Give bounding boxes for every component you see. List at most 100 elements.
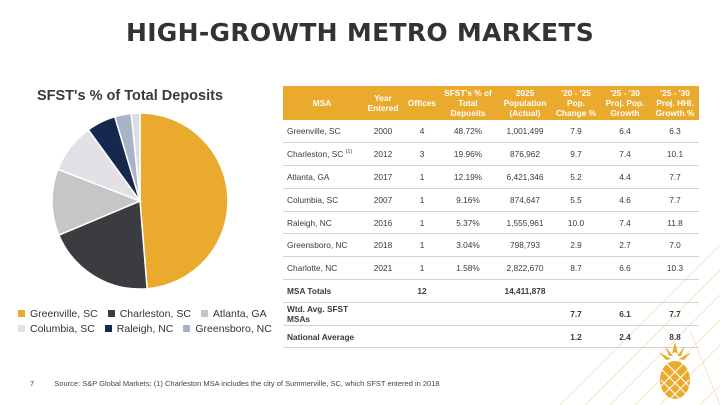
header-pop-change: '20 - '25 Pop. Change % bbox=[553, 86, 599, 120]
legend-swatch bbox=[183, 325, 191, 332]
cell-chg: 5.2 bbox=[553, 165, 599, 189]
cell-hhi: 7.7 bbox=[651, 188, 699, 212]
cell-pct: 3.04% bbox=[439, 233, 497, 258]
cell-pct: 48.72% bbox=[439, 120, 497, 144]
cell-hhi-text: 7.7 bbox=[669, 308, 681, 319]
cell-year: 2000 bbox=[361, 120, 405, 144]
cell-hhi: 7.7 bbox=[651, 302, 699, 326]
cell-proj bbox=[599, 279, 651, 303]
cell-pct bbox=[439, 325, 497, 349]
legend-swatch bbox=[107, 310, 115, 317]
cell-year: 2007 bbox=[361, 188, 405, 212]
cell-msa-text: National Average bbox=[287, 331, 355, 342]
cell-offices: 3 bbox=[405, 142, 439, 167]
cell-proj-text: 4.4 bbox=[619, 171, 631, 182]
cell-offices: 1 bbox=[405, 165, 439, 189]
cell-proj: 7.4 bbox=[599, 142, 651, 167]
cell-chg-text: 2.9 bbox=[570, 240, 582, 251]
cell-pop bbox=[497, 302, 553, 326]
legend-label: Charleston, SC bbox=[119, 307, 191, 320]
cell-msa-text: Greenville, SC bbox=[287, 126, 341, 137]
cell-msa-text: MSA Totals bbox=[287, 285, 332, 296]
legend-item: Greenville, SC bbox=[18, 308, 98, 320]
cell-pct-text: 9.16% bbox=[456, 194, 480, 205]
cell-offices-text: 1 bbox=[419, 240, 425, 251]
cell-msa: Charleston, SC (1) bbox=[283, 142, 361, 167]
cell-pop-text: 874,647 bbox=[510, 194, 540, 205]
cell-pop: 6,421,346 bbox=[497, 165, 553, 189]
header-offices: Offices bbox=[405, 86, 439, 120]
cell-pop: 1,001,499 bbox=[497, 120, 553, 144]
legend-label: Columbia, SC bbox=[30, 322, 95, 335]
cell-pct-text: 3.04% bbox=[456, 240, 480, 251]
legend-label: Greensboro, NC bbox=[195, 322, 272, 335]
cell-hhi-text: 10.1 bbox=[666, 149, 684, 160]
cell-offices-text: 12 bbox=[417, 285, 427, 296]
header-year-entered: Year Entered bbox=[361, 86, 405, 120]
cell-offices: 1 bbox=[405, 211, 439, 235]
cell-year-text: 2018 bbox=[373, 240, 393, 251]
cell-msa: Columbia, SC bbox=[283, 188, 361, 212]
page-number: 7 bbox=[30, 379, 35, 388]
cell-offices-text: 4 bbox=[419, 126, 425, 137]
cell-chg: 1.2 bbox=[553, 325, 599, 349]
cell-msa: Greenville, SC bbox=[283, 120, 361, 144]
pie-slice-charleston-sc bbox=[57, 199, 148, 290]
header-proj-pop-growth: '25 - '30 Proj. Pop. Growth bbox=[599, 86, 651, 120]
cell-hhi: 10.3 bbox=[651, 256, 699, 281]
cell-proj-text: 7.4 bbox=[619, 217, 631, 228]
cell-chg: 7.7 bbox=[553, 302, 599, 326]
cell-hhi-text: 8.8 bbox=[669, 331, 681, 342]
footnote-marker: (1) bbox=[345, 149, 353, 156]
cell-pct: 12.19% bbox=[439, 165, 497, 189]
cell-proj: 6.4 bbox=[599, 120, 651, 144]
cell-hhi-text: 7.0 bbox=[669, 240, 681, 251]
cell-hhi-text: 10.3 bbox=[666, 263, 684, 274]
legend-row: Greenville, SC Charleston, SC Atlanta, GA bbox=[18, 306, 278, 321]
cell-msa-text: Charlotte, NC bbox=[287, 263, 338, 274]
cell-proj: 2.7 bbox=[599, 233, 651, 258]
chart-title: SFST's % of Total Deposits bbox=[36, 88, 224, 104]
cell-chg: 5.5 bbox=[553, 188, 599, 212]
cell-pop-text: 6,421,346 bbox=[506, 171, 544, 182]
cell-chg: 9.7 bbox=[553, 142, 599, 167]
table-row: Columbia, SC 2007 1 9.16% 874,647 5.5 4.6 7.7 bbox=[283, 188, 699, 212]
cell-pct: 1.58% bbox=[439, 256, 497, 281]
legend-swatch bbox=[200, 310, 208, 317]
legend-item: Atlanta, GA bbox=[200, 308, 267, 320]
cell-hhi-text: 7.7 bbox=[669, 171, 681, 182]
cell-year bbox=[361, 302, 405, 326]
cell-pop-text: 14,411,878 bbox=[504, 285, 546, 296]
cell-offices-text: 1 bbox=[419, 217, 425, 228]
cell-pct-text: 12.19% bbox=[453, 171, 483, 182]
legend-item: Columbia, SC bbox=[18, 323, 95, 335]
cell-hhi bbox=[651, 279, 699, 303]
cell-pop: 2,822,670 bbox=[497, 256, 553, 281]
cell-offices: 12 bbox=[405, 279, 439, 303]
pineapple-logo-icon bbox=[659, 342, 691, 399]
cell-chg-text: 1.2 bbox=[570, 331, 582, 342]
legend-swatch bbox=[18, 310, 25, 317]
cell-pct bbox=[439, 279, 497, 303]
pie-slice-greenville-sc bbox=[139, 113, 229, 290]
cell-year: 2021 bbox=[361, 256, 405, 281]
cell-year bbox=[361, 325, 405, 349]
cell-proj-text: 2.4 bbox=[619, 331, 631, 342]
cell-year-text: 2012 bbox=[373, 149, 393, 160]
cell-pop: 874,647 bbox=[497, 188, 553, 212]
cell-proj: 6.1 bbox=[599, 302, 651, 326]
cell-msa: Raleigh, NC bbox=[283, 211, 361, 235]
cell-chg-text: 10.0 bbox=[567, 217, 585, 228]
cell-msa: MSA Totals bbox=[283, 279, 361, 303]
chart-legend: Greenville, SC Charleston, SC Atlanta, GA C… bbox=[18, 306, 278, 336]
page-title: HIGH-GROWTH METRO MARKETS bbox=[125, 18, 595, 47]
cell-proj-text: 2.7 bbox=[619, 240, 631, 251]
cell-year-text: 2021 bbox=[373, 263, 393, 274]
table-row: Raleigh, NC 2016 1 5.37% 1,555,961 10.0 7.4 11.… bbox=[283, 211, 699, 235]
legend-item: Charleston, SC bbox=[107, 307, 191, 320]
cell-pop-text: 1,001,499 bbox=[506, 126, 544, 137]
cell-chg-text: 7.7 bbox=[570, 308, 582, 319]
cell-hhi: 10.1 bbox=[651, 142, 699, 167]
cell-hhi-text: 6.3 bbox=[669, 126, 681, 137]
cell-year-text: 2007 bbox=[373, 194, 393, 205]
